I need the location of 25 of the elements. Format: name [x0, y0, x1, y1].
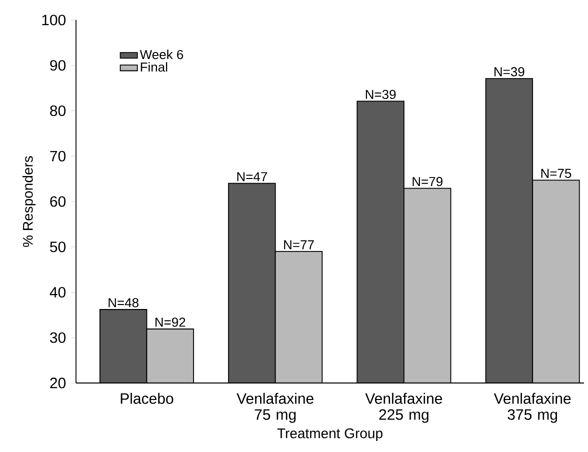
- annotation: N=75: [541, 168, 572, 178]
- annotation: N=39: [494, 67, 524, 76]
- y-tick-label: 90: [50, 60, 66, 71]
- y-tick-label: 20: [50, 378, 66, 388]
- annotation: N=39: [366, 90, 396, 100]
- y-tick-label: 60: [50, 196, 66, 207]
- legend-label: Final: [140, 62, 168, 72]
- x-tick-label: Venlafaxine 225 mg: [365, 392, 442, 423]
- x-tick-label: Venlafaxine 75 mg: [236, 392, 314, 423]
- y-tick-label: 50: [50, 242, 66, 252]
- x-tick-label: Venlafaxine 375 mg: [494, 392, 571, 423]
- y-tick-label: 40: [50, 286, 66, 298]
- x-axis-title: Treatment Group: [277, 428, 382, 442]
- y-tick-label: 80: [50, 105, 66, 116]
- y-axis-title: % Responders: [22, 156, 36, 247]
- annotation: N=48: [108, 298, 138, 308]
- annotation: N=77: [284, 240, 314, 250]
- annotation: N=47: [237, 172, 267, 182]
- x-tick-label: Placebo: [120, 392, 174, 404]
- y-tick-label: 100: [42, 14, 66, 26]
- legend-label: Week 6: [140, 50, 184, 60]
- annotation: N=79: [412, 176, 442, 186]
- annotation: N=92: [155, 318, 186, 327]
- y-tick-label: 30: [50, 332, 66, 343]
- y-tick-label: 70: [50, 150, 66, 162]
